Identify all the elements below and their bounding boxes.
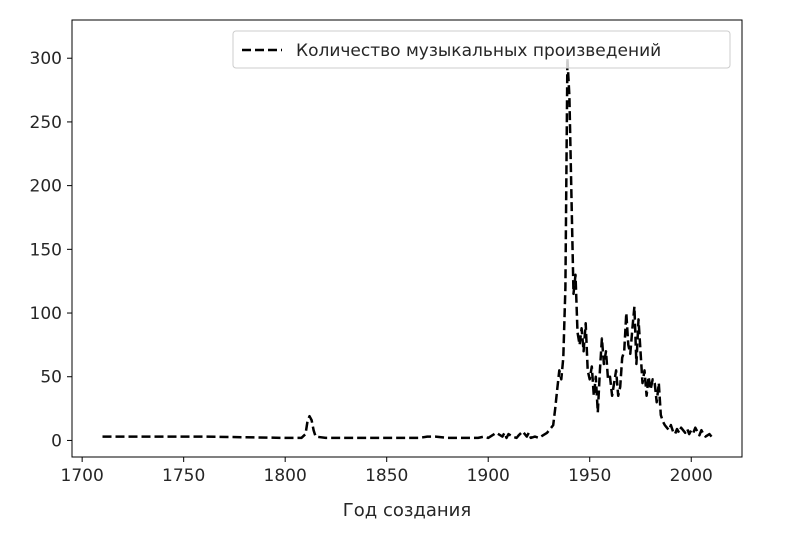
x-tick-label: 1800 xyxy=(264,466,307,486)
x-tick-label: 1850 xyxy=(365,466,408,486)
x-tick-label: 1900 xyxy=(467,466,510,486)
y-tick-label: 100 xyxy=(30,304,62,324)
x-tick-label: 1950 xyxy=(568,466,611,486)
y-tick-label: 250 xyxy=(30,113,62,133)
y-tick-label: 200 xyxy=(30,177,62,197)
y-tick-label: 0 xyxy=(51,431,62,451)
y-tick-label: 50 xyxy=(40,368,62,388)
x-axis-title: Год создания xyxy=(343,500,471,521)
legend: Количество музыкальных произведений xyxy=(232,30,731,69)
series-line xyxy=(102,56,713,440)
x-axis: 1700 1750 1800 1850 1900 1950 2000 xyxy=(61,457,713,486)
legend-label: Количество музыкальных произведений xyxy=(296,41,661,61)
plot-frame xyxy=(71,19,743,458)
plot-area xyxy=(71,19,743,458)
series-layer xyxy=(102,56,713,440)
y-tick-label: 300 xyxy=(30,49,62,69)
legend-box xyxy=(232,30,731,69)
x-tick-label: 1700 xyxy=(61,466,104,486)
x-tick-label: 1750 xyxy=(162,466,205,486)
y-tick-label: 150 xyxy=(30,240,62,260)
x-tick-label: 2000 xyxy=(670,466,713,486)
y-axis: 0 50 100 150 200 250 300 xyxy=(30,49,72,451)
